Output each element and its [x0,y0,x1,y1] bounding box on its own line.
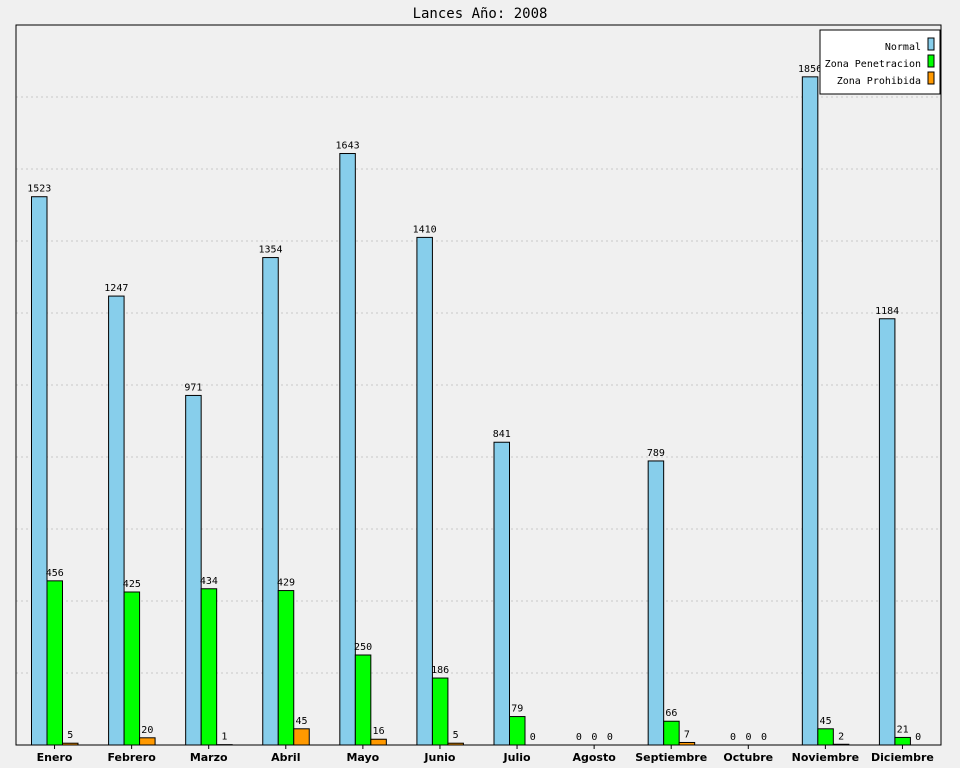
category-label-marzo: Marzo [190,751,228,764]
category-label-enero: Enero [37,751,73,764]
value-label: 789 [647,448,665,459]
value-label: 0 [607,732,613,743]
bar-zona-penetracion-noviembre [817,728,834,746]
value-label: 79 [511,704,523,715]
legend: Normal Zona Penetracion Zona Prohibida [819,29,941,95]
value-label: 0 [530,732,536,743]
bar-zona-prohibida-junio [447,742,464,746]
bar-zona-prohibida-febrero [139,737,156,746]
grid-lines [16,96,941,674]
bar-zona-prohibida-mayo [370,738,387,746]
value-label: 0 [730,732,736,743]
bar-zona-penetracion-diciembre [894,736,911,746]
bar-normal-enero [31,196,48,746]
chart-title: Lances Año: 2008 [413,6,548,22]
bar-zona-penetracion-septiembre [663,720,680,746]
value-label: 0 [915,732,921,743]
bar-zona-penetracion-enero [46,580,63,746]
value-label: 1856 [798,64,822,75]
legend-label-zona-prohibida: Zona Prohibida [837,76,921,87]
value-label: 1184 [875,306,899,317]
category-label-diciembre: Diciembre [871,751,934,764]
value-label: 841 [493,429,511,440]
bar-normal-noviembre [801,76,819,746]
value-label: 425 [123,579,141,590]
value-label: 429 [277,578,295,589]
value-label: 456 [46,568,64,579]
bar-zona-prohibida-noviembre [832,743,850,746]
bar-normal-abril [262,257,279,746]
value-label: 1410 [413,224,437,235]
category-label-septiembre: Septiembre [635,751,707,764]
legend-swatch-zona-penetracion [927,54,935,68]
value-label: 0 [576,732,582,743]
legend-box [819,29,941,95]
bar-zona-penetracion-julio [509,716,526,746]
bar-normal-mayo [339,153,356,746]
value-label: 1 [221,732,227,743]
value-label: 66 [665,708,677,719]
value-label: 1643 [336,141,360,152]
bar-normal-junio [416,236,433,746]
value-label: 45 [820,716,832,727]
value-label: 0 [761,732,767,743]
value-label: 0 [591,732,597,743]
bar-normal-febrero [108,295,125,746]
value-label: 20 [141,725,153,736]
category-label-agosto: Agosto [572,751,616,764]
bar-zona-prohibida-abril [293,728,310,746]
bars [31,76,911,746]
bar-zona-penetracion-febrero [123,591,141,746]
bar-zona-penetracion-marzo [200,588,218,746]
plot-frame [15,24,942,746]
category-label-octubre: Octubre [723,751,773,764]
category-label-abril: Abril [271,751,300,764]
bar-normal-diciembre [878,318,896,746]
value-label: 1247 [104,283,128,294]
legend-swatch-normal [927,37,935,51]
value-label: 7 [684,729,690,740]
value-labels: 1523456512474252097143411354429451643250… [27,64,921,743]
bar-normal-julio [493,441,510,746]
value-label: 2 [838,731,844,742]
legend-label-zona-penetracion: Zona Penetracion [825,59,921,70]
bar-normal-marzo [185,394,202,746]
legend-swatch-zona-prohibida [927,71,935,85]
value-label: 5 [67,730,73,741]
legend-label-normal: Normal [885,42,921,53]
value-label: 16 [373,726,385,737]
bar-zona-penetracion-mayo [354,654,372,746]
bar-zona-prohibida-enero [62,742,79,746]
category-label-mayo: Mayo [346,751,379,764]
category-label-julio: Julio [503,751,531,764]
value-label: 971 [184,382,202,393]
category-labels: Enero Febrero Marzo Abril Mayo Junio Julio Agos… [37,745,934,764]
value-label: 186 [431,665,449,676]
bar-zona-penetracion-abril [277,590,295,746]
value-label: 1354 [258,245,282,256]
value-label: 21 [897,724,909,735]
value-label: 5 [453,730,459,741]
category-label-noviembre: Noviembre [792,751,859,764]
value-label: 434 [200,576,218,587]
bar-normal-septiembre [647,460,665,746]
value-label: 1523 [27,184,51,195]
value-label: 0 [745,732,751,743]
value-label: 45 [295,716,307,727]
category-label-junio: Junio [423,751,456,764]
bar-zona-penetracion-junio [431,677,449,746]
bar-zona-prohibida-septiembre [678,741,696,746]
category-label-febrero: Febrero [107,751,156,764]
value-label: 250 [354,642,372,653]
